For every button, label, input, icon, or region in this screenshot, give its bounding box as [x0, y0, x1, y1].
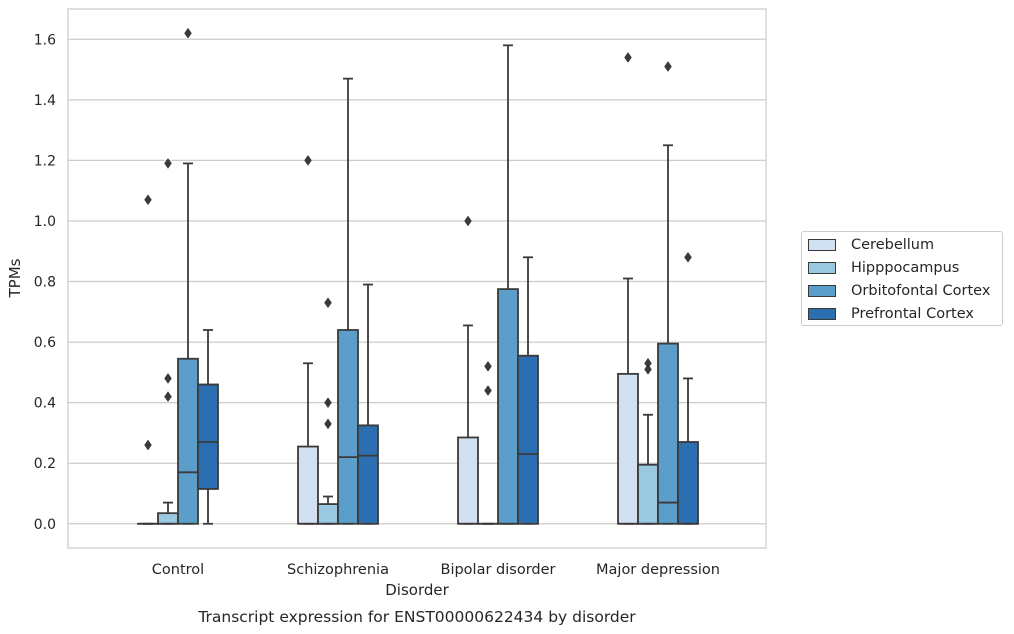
box-group	[457, 215, 479, 525]
y-tick-label: 0.0	[34, 517, 56, 533]
x-tick-label: Bipolar disorder	[441, 562, 556, 578]
box-group	[477, 360, 499, 525]
box	[197, 383, 219, 490]
outlier-point	[144, 194, 152, 206]
box-group	[637, 357, 659, 525]
box	[297, 445, 319, 525]
legend: Cerebellum Hipppocampus Orbitofontal Cor…	[801, 231, 1003, 326]
outlier-point	[184, 27, 192, 39]
chart-title: Transcript expression for ENST0000062243…	[197, 608, 636, 626]
legend-label-orbitofrontal-cortex: Orbitofontal Cortex	[851, 283, 991, 299]
legend-label-prefrontal-cortex: Prefrontal Cortex	[851, 306, 974, 322]
y-tick-label: 0.8	[34, 275, 56, 291]
outlier-point	[324, 418, 332, 430]
box	[457, 436, 479, 525]
legend-item-orbitofrontal-cortex: Orbitofontal Cortex	[808, 281, 990, 301]
outlier-point	[644, 363, 652, 375]
legend-label-cerebellum: Cerebellum	[851, 237, 935, 253]
legend-swatch-orbitofrontal-cortex	[808, 285, 836, 297]
x-tick-labels: Control Schizophrenia Bipolar disorder Majo…	[152, 562, 720, 578]
boxes	[137, 27, 699, 525]
x-tick-label: Major depression	[596, 562, 720, 578]
outlier-point	[144, 439, 152, 451]
legend-label-hippocampus: Hipppocampus	[851, 260, 960, 276]
outlier-point	[304, 154, 312, 166]
y-tick-label: 1.6	[34, 32, 56, 48]
box	[517, 354, 539, 525]
outlier-point	[684, 251, 692, 263]
y-tick-label: 0.6	[34, 335, 56, 351]
plot-frame	[67, 8, 767, 549]
x-tick-label: Control	[152, 562, 204, 578]
legend-swatch-cerebellum	[808, 239, 836, 251]
x-tick-label: Schizophrenia	[287, 562, 389, 578]
box-group	[317, 297, 339, 525]
y-tick-label: 1.2	[34, 153, 56, 169]
box-group	[357, 283, 379, 525]
box-group	[157, 157, 179, 525]
x-axis-label: Disorder	[385, 581, 449, 599]
legend-swatch-prefrontal-cortex	[808, 308, 836, 320]
y-tick-label: 1.4	[34, 93, 56, 109]
box	[337, 329, 359, 525]
y-tick-label: 0.2	[34, 456, 56, 472]
outlier-point	[484, 385, 492, 396]
box	[637, 463, 659, 525]
box-group	[197, 329, 219, 525]
outlier-point	[484, 360, 492, 372]
box-group	[517, 256, 539, 525]
box	[657, 342, 679, 525]
box-group	[677, 251, 699, 525]
y-tick-label: 1.0	[34, 214, 56, 230]
legend-item-hippocampus: Hipppocampus	[808, 258, 959, 278]
box-group	[137, 194, 159, 525]
outlier-point	[324, 397, 332, 409]
box	[357, 424, 379, 525]
box-group	[337, 77, 359, 525]
outlier-point	[664, 61, 672, 72]
box	[177, 357, 199, 525]
box	[677, 441, 699, 525]
legend-swatch-hippocampus	[808, 262, 836, 274]
box-group	[657, 61, 679, 525]
box	[497, 288, 519, 525]
box-group	[177, 27, 199, 525]
box	[157, 512, 179, 525]
outlier-point	[164, 157, 172, 169]
outlier-point	[464, 215, 472, 227]
legend-item-prefrontal-cortex: Prefrontal Cortex	[808, 304, 974, 324]
outlier-point	[164, 372, 172, 384]
box-group	[297, 154, 319, 525]
outlier-point	[644, 357, 652, 369]
y-tick-labels: 0.0 0.2 0.4 0.6 0.8 1.0 1.2 1.4 1.6	[34, 32, 56, 532]
legend-item-cerebellum: Cerebellum	[808, 235, 934, 255]
outlier-point	[164, 391, 172, 403]
y-tick-label: 0.4	[34, 396, 56, 412]
outlier-point	[324, 297, 332, 309]
box	[617, 372, 639, 525]
outlier-point	[624, 52, 632, 63]
box	[317, 503, 339, 525]
box-group	[497, 44, 519, 525]
box-group	[617, 52, 639, 525]
y-axis-label: TPMs	[6, 258, 24, 298]
